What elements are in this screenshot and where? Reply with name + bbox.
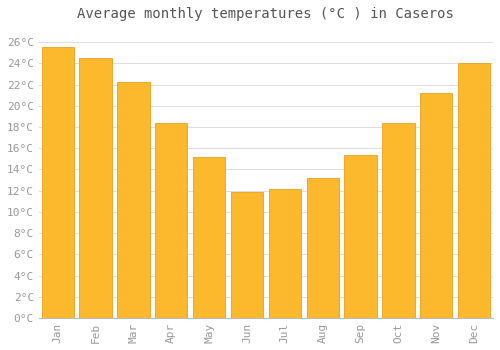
Bar — [193, 157, 225, 318]
Bar — [118, 83, 150, 318]
Bar — [306, 178, 339, 318]
Bar — [80, 58, 112, 318]
Bar — [382, 123, 414, 318]
Bar — [458, 63, 490, 318]
Title: Average monthly temperatures (°C ) in Caseros: Average monthly temperatures (°C ) in Ca… — [78, 7, 454, 21]
Bar — [344, 155, 376, 318]
Bar — [420, 93, 452, 318]
Bar — [269, 189, 301, 318]
Bar — [155, 123, 188, 318]
Bar — [231, 192, 263, 318]
Bar — [42, 48, 74, 318]
